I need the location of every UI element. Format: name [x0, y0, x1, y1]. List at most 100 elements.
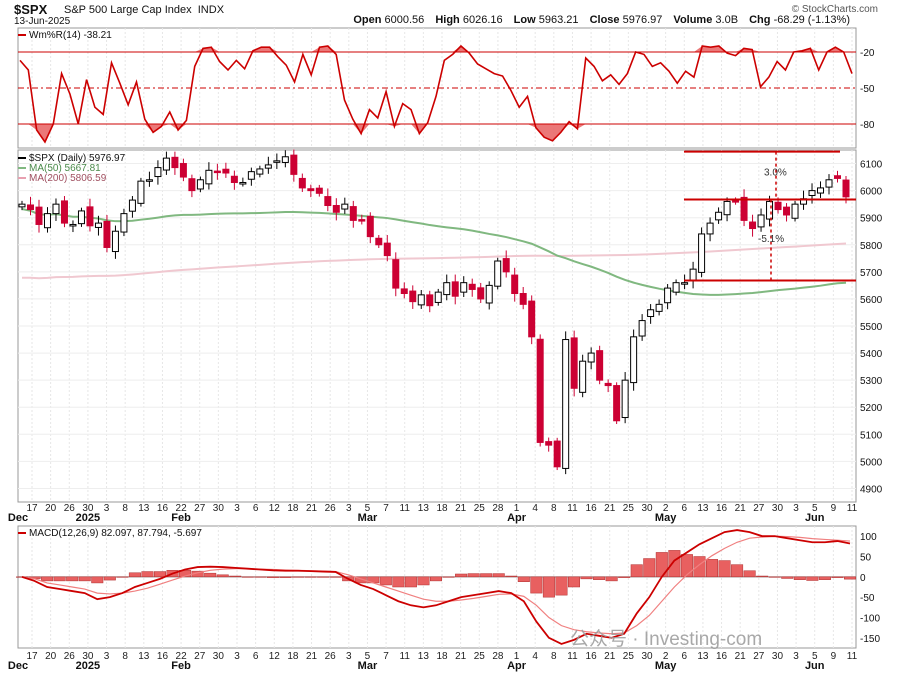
candle-body [375, 237, 383, 246]
candle-body [443, 282, 451, 296]
x-tick-label: 21 [306, 651, 318, 662]
price-y-tick-label: 5900 [860, 214, 883, 225]
x-tick-label: 16 [586, 651, 598, 662]
candle-body [222, 168, 230, 174]
ma200-legend-swatch [18, 177, 26, 180]
macd-histogram-bar [53, 576, 66, 582]
x-tick-label: 4 [532, 503, 538, 514]
macd-histogram-bar [643, 558, 656, 578]
x-month-label: Feb [171, 660, 191, 672]
candle-body [570, 337, 578, 389]
candle-body [332, 205, 340, 213]
candle-body [264, 164, 272, 169]
x-tick-label: 3 [346, 503, 352, 514]
close-label: Close [589, 14, 620, 26]
spx-legend: $SPX (Daily) 5976.97 [18, 153, 125, 164]
ma200-legend-text: MA(200) 5806.59 [29, 173, 107, 184]
macd-legend: MACD(12,26,9) 82.097, 87.794, -5.697 [18, 528, 202, 539]
x-month-label: Dec [8, 512, 28, 524]
x-month-label: Dec [8, 660, 28, 672]
candle-body [103, 220, 111, 248]
x-tick-label: 21 [604, 651, 616, 662]
macd-line [21, 529, 851, 645]
candle-body [749, 221, 757, 230]
candle-body [145, 179, 153, 182]
macd-histogram-bar [216, 574, 229, 578]
candle-body [664, 287, 672, 304]
candle-body [519, 293, 527, 305]
candle-body [324, 196, 332, 207]
x-month-label: May [655, 660, 677, 672]
candle-body [281, 156, 289, 163]
candle-body [409, 290, 417, 303]
macd-histogram-bar [793, 576, 806, 580]
x-tick-label: 30 [213, 503, 225, 514]
candle-body [545, 441, 553, 446]
candle-body [120, 213, 128, 233]
x-tick-label: 13 [138, 651, 150, 662]
wm-legend-text: Wm%R(14) -38.21 [29, 30, 112, 41]
x-tick-label: 22 [176, 503, 188, 514]
candle-body [587, 352, 595, 363]
candle-body [579, 360, 587, 393]
x-tick-label: 17 [26, 503, 38, 514]
price-y-tick-label: 5600 [860, 295, 883, 306]
candle-body [553, 440, 561, 468]
x-tick-label: 18 [287, 503, 299, 514]
x-tick-label: 27 [194, 503, 206, 514]
x-tick-label: 26 [325, 503, 337, 514]
candle-body [613, 385, 621, 422]
macd-histogram-bar [78, 576, 91, 582]
candle-body [213, 170, 221, 174]
candle-body [86, 206, 94, 227]
candle-body [69, 223, 77, 227]
close-value: 5976.97 [622, 14, 663, 26]
x-tick-label: 12 [269, 651, 281, 662]
x-tick-label: 21 [735, 503, 747, 514]
candle-body [740, 196, 748, 221]
macd-histogram-bar [593, 576, 606, 580]
x-tick-label: 27 [753, 651, 765, 662]
ohlc-readout: Open 6000.56 High 6026.16 Low 5963.21 Cl… [353, 14, 858, 26]
candle-body [706, 222, 714, 235]
x-tick-label: 16 [586, 503, 598, 514]
x-tick-label: 8 [551, 651, 557, 662]
x-tick-label: 21 [455, 651, 467, 662]
x-tick-label: 30 [772, 503, 784, 514]
x-tick-label: 28 [492, 651, 504, 662]
x-tick-label: 25 [623, 651, 635, 662]
price-y-tick-label: 4900 [860, 484, 883, 495]
candle-body [774, 201, 782, 211]
index-name: S&P 500 Large Cap Index [64, 4, 192, 16]
macd-histogram-bar [818, 576, 831, 580]
x-tick-label: 11 [400, 503, 411, 514]
downside-pct-label: -5.1% [758, 234, 784, 245]
chart-header: $SPX S&P 500 Large Cap Index INDX 13-Jun… [0, 0, 900, 28]
macd-histogram-bar [379, 576, 392, 586]
candle-body [460, 282, 468, 293]
macd-histogram-bar [254, 576, 267, 578]
wm-line [19, 44, 853, 144]
candle-body [383, 242, 391, 257]
x-tick-label: 18 [436, 651, 448, 662]
macd-histogram-bar [41, 576, 54, 582]
x-tick-label: 7 [383, 651, 389, 662]
x-tick-label: 6 [253, 503, 259, 514]
candle-body [647, 309, 655, 318]
macd-histogram-bar [91, 576, 104, 584]
macd-y-tick-label: -100 [860, 614, 880, 625]
price-y-tick-label: 5000 [860, 457, 883, 468]
candle-body [562, 339, 570, 469]
macd-histogram-bar [153, 571, 167, 578]
macd-y-tick-label: 0 [860, 573, 866, 584]
candle-body [757, 214, 765, 228]
macd-legend-swatch [18, 532, 26, 535]
x-tick-label: 30 [82, 503, 94, 514]
volume-label: Volume [673, 14, 713, 26]
x-tick-label: 11 [847, 651, 858, 662]
x-month-label: Apr [507, 660, 527, 672]
x-tick-label: 9 [831, 651, 837, 662]
chg-value: -68.29 (-1.13%) [773, 14, 850, 26]
high-label: High [435, 14, 460, 26]
x-tick-label: 3 [793, 503, 799, 514]
